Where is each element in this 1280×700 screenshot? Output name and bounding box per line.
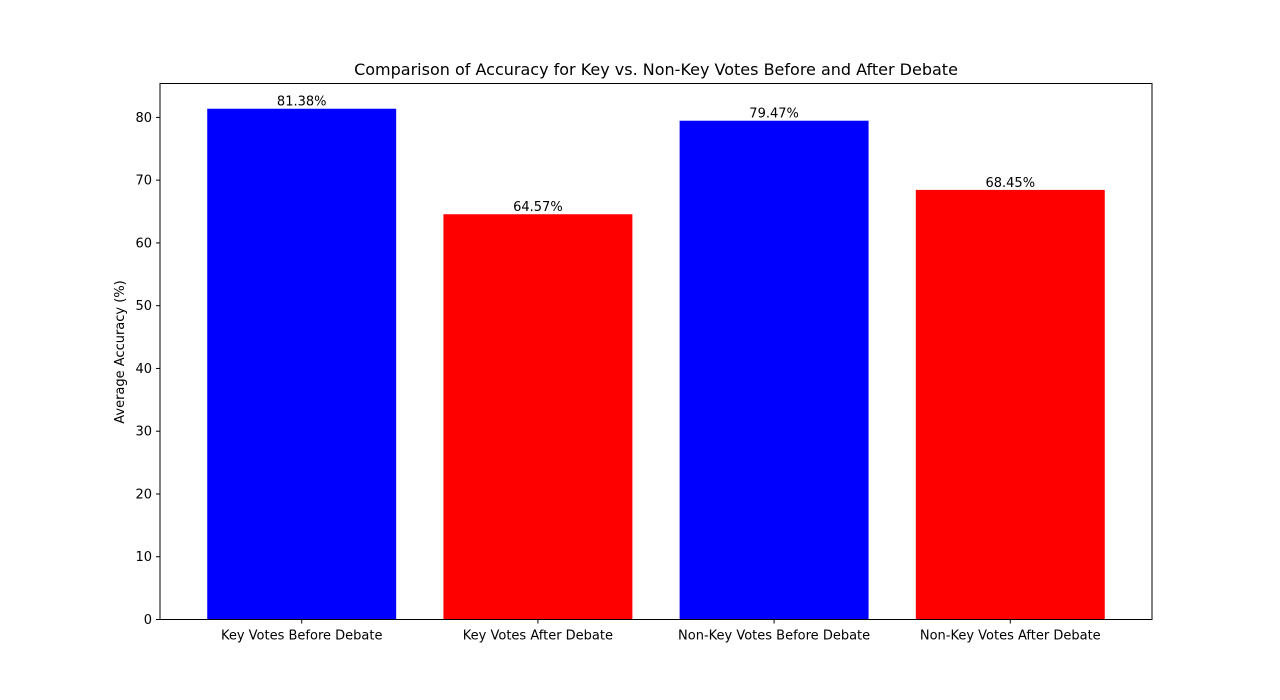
plot-frame [159, 83, 1153, 620]
bars-layer: 81.38% 64.57% 79.47% 68.45% [207, 95, 1105, 620]
x-tick-label-3: Non-Key Votes Before Debate [678, 629, 870, 644]
y-tick-label-20: 20 [135, 487, 152, 502]
bar-value-label-1: 81.38% [277, 95, 327, 110]
bar-3 [679, 120, 869, 620]
y-tick-label-0: 0 [144, 613, 152, 628]
bar-4 [915, 189, 1105, 620]
bar-value-label-4: 68.45% [985, 176, 1035, 191]
y-tick-label-60: 60 [135, 236, 152, 251]
x-tick-label-2: Key Votes After Debate [463, 629, 613, 644]
x-tick-label-1: Key Votes Before Debate [221, 629, 383, 644]
y-tick-label-50: 50 [135, 299, 152, 314]
x-tick-label-4: Non-Key Votes After Debate [920, 629, 1101, 644]
chart-title: Comparison of Accuracy for Key vs. Non-K… [354, 60, 958, 79]
bar-1 [207, 108, 397, 620]
y-tick-label-80: 80 [135, 111, 152, 126]
y-axis-label: Average Accuracy (%) [113, 280, 128, 424]
bar-value-label-3: 79.47% [749, 107, 799, 122]
y-tick-label-10: 10 [135, 550, 152, 565]
axis-ticks: Key Votes Before Debate Key Votes After D… [135, 111, 1100, 644]
bar-2 [443, 214, 633, 620]
bar-value-label-2: 64.57% [513, 200, 563, 215]
y-tick-label-30: 30 [135, 425, 152, 440]
y-tick-label-70: 70 [135, 174, 152, 189]
y-tick-label-40: 40 [135, 362, 152, 377]
